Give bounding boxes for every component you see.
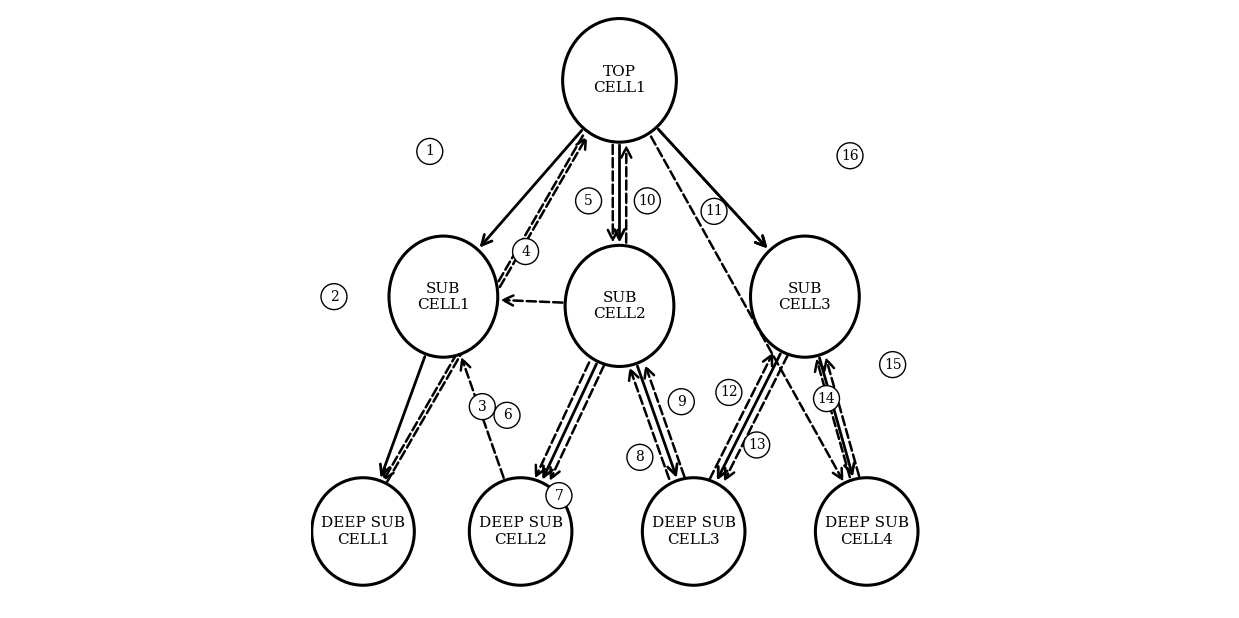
Ellipse shape — [642, 478, 745, 585]
Circle shape — [701, 198, 727, 224]
Text: DEEP SUB
CELL2: DEEP SUB CELL2 — [478, 517, 563, 546]
Text: 3: 3 — [478, 400, 487, 413]
Ellipse shape — [563, 19, 676, 142]
Text: 16: 16 — [841, 149, 859, 163]
Text: DEEP SUB
CELL1: DEEP SUB CELL1 — [321, 517, 405, 546]
Circle shape — [546, 483, 572, 509]
Ellipse shape — [815, 478, 918, 585]
Ellipse shape — [751, 236, 860, 357]
Text: SUB
CELL3: SUB CELL3 — [778, 282, 831, 311]
Circle shape — [494, 402, 520, 428]
Text: DEEP SUB
CELL3: DEEP SUB CELL3 — [652, 517, 736, 546]
Text: 10: 10 — [638, 194, 657, 208]
Text: TOP
CELL1: TOP CELL1 — [593, 66, 646, 95]
Text: 8: 8 — [636, 451, 644, 464]
Circle shape — [814, 386, 840, 412]
Circle shape — [627, 444, 653, 470]
Text: 7: 7 — [555, 489, 564, 502]
Text: 12: 12 — [720, 386, 737, 399]
Circle shape — [743, 432, 769, 458]
Circle shape — [321, 284, 347, 310]
Text: 13: 13 — [748, 438, 766, 452]
Text: SUB
CELL1: SUB CELL1 — [418, 282, 470, 311]
Circle shape — [634, 188, 660, 214]
Circle shape — [838, 143, 864, 169]
Ellipse shape — [312, 478, 414, 585]
Text: 11: 11 — [705, 205, 722, 218]
Circle shape — [576, 188, 602, 214]
Circle shape — [416, 138, 442, 164]
Text: DEEP SUB
CELL4: DEEP SUB CELL4 — [825, 517, 908, 546]
Text: SUB
CELL2: SUB CELL2 — [593, 291, 646, 321]
Text: 14: 14 — [818, 392, 835, 405]
Text: 5: 5 — [585, 194, 593, 208]
Text: 6: 6 — [503, 408, 512, 422]
Text: 4: 4 — [522, 245, 530, 258]
Text: 2: 2 — [330, 290, 338, 303]
Circle shape — [880, 352, 906, 378]
Text: 9: 9 — [676, 395, 685, 408]
Circle shape — [668, 389, 694, 415]
Text: 15: 15 — [883, 358, 902, 371]
Ellipse shape — [389, 236, 498, 357]
Ellipse shape — [470, 478, 572, 585]
Text: 1: 1 — [425, 145, 434, 158]
Circle shape — [716, 379, 742, 405]
Ellipse shape — [565, 245, 674, 366]
Circle shape — [513, 239, 539, 265]
Circle shape — [470, 394, 496, 420]
